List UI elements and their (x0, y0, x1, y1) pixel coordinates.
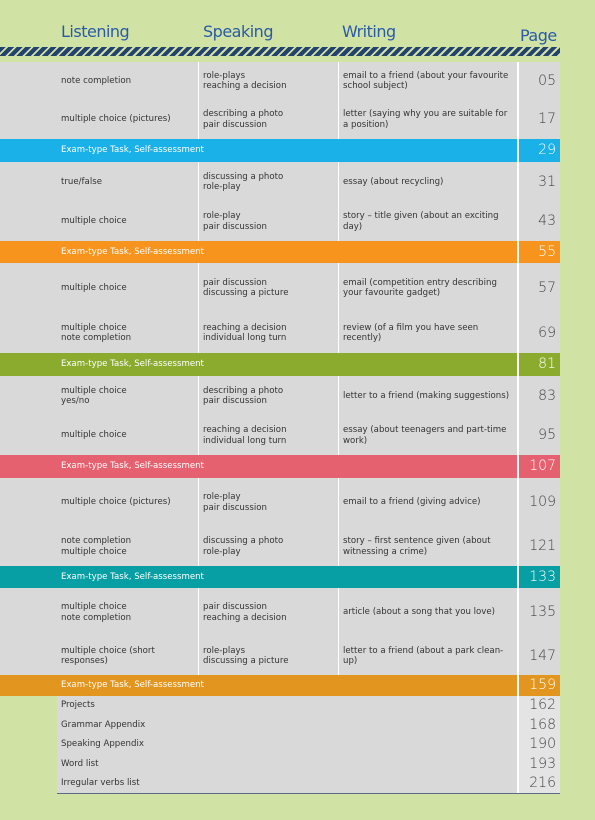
listening-cell: multiple choice (61, 282, 127, 293)
page-number: 168 (517, 715, 560, 735)
exam-label: Exam-type Task, Self-assessment (61, 680, 204, 691)
page-number: 121 (517, 527, 560, 566)
speaking-cell: describing a photo pair discussion (198, 100, 338, 139)
exam-row: Exam-type Task, Self-assessment 107 (0, 455, 560, 478)
column-header: Writing (342, 22, 396, 41)
unit-row: multiple choice note completion pair disc… (0, 588, 560, 638)
appendix-label: Grammar Appendix (61, 719, 146, 730)
exam-label: Exam-type Task, Self-assessment (61, 571, 204, 582)
page-number: 31 (517, 162, 560, 202)
page-number: 135 (517, 588, 560, 637)
exam-label: Exam-type Task, Self-assessment (61, 359, 204, 370)
listening-cell: true/false (61, 176, 102, 187)
unit-row: multiple choice yes/no describing a photo… (0, 376, 560, 417)
appendix-row: Speaking Appendix 190 (57, 734, 560, 756)
column-header: Speaking (203, 22, 273, 41)
writing-cell: email (competition entry describing your… (338, 263, 517, 313)
page-number: 133 (517, 566, 560, 588)
listening-cell: multiple choice (short responses) (61, 645, 155, 667)
exam-label: Exam-type Task, Self-assessment (61, 145, 204, 156)
listening-cell: multiple choice (61, 430, 127, 441)
appendix-label: Speaking Appendix (61, 739, 144, 750)
speaking-cell: discussing a photo role-play (198, 527, 338, 566)
column-header: Listening (61, 22, 130, 41)
listening-cell: multiple choice note completion (61, 322, 132, 344)
listening-cell: multiple choice (61, 216, 127, 227)
unit-row: multiple choice note completion reaching … (0, 313, 560, 354)
page-number: 193 (517, 754, 560, 774)
writing-cell: essay (about teenagers and part-time wor… (338, 416, 517, 455)
unit-row: multiple choice (pictures) role-play pair… (0, 478, 560, 528)
page-number: 29 (517, 139, 560, 162)
exam-row: Exam-type Task, Self-assessment 81 (0, 353, 560, 376)
page-number: 107 (517, 455, 560, 478)
page-number: 159 (517, 675, 560, 696)
page-number: 216 (517, 773, 560, 793)
writing-cell: email to a friend (giving advice) (338, 478, 517, 527)
listening-cell: multiple choice (pictures) (61, 114, 171, 125)
unit-row: note completion role-plays reaching a dec… (0, 62, 560, 101)
appendix-row: Irregular verbs list 216 (57, 773, 560, 794)
writing-cell: article (about a song that you love) (338, 588, 517, 637)
appendix-label: Word list (61, 758, 99, 769)
unit-row: multiple choice pair discussion discussin… (0, 263, 560, 314)
exam-label: Exam-type Task, Self-assessment (61, 461, 204, 472)
speaking-cell: pair discussion discussing a picture (198, 263, 338, 313)
speaking-cell: describing a photo pair discussion (198, 376, 338, 416)
writing-cell: letter (saying why you are suitable for … (338, 100, 517, 139)
exam-label: Exam-type Task, Self-assessment (61, 246, 204, 257)
writing-cell: letter to a friend (making suggestions) (338, 376, 517, 416)
appendix-label: Projects (61, 700, 95, 711)
unit-row: multiple choice role-play pair discussion… (0, 202, 560, 242)
unit-row: multiple choice (pictures) describing a p… (0, 100, 560, 140)
exam-row: Exam-type Task, Self-assessment 159 (0, 675, 560, 696)
page-number: 57 (517, 263, 560, 313)
page-number: 55 (517, 241, 560, 263)
appendix-row: Word list 193 (57, 754, 560, 775)
unit-row: note completion multiple choice discussin… (0, 527, 560, 567)
page-number: 83 (517, 376, 560, 416)
listening-cell: note completion multiple choice (61, 536, 132, 557)
column-header: Page (520, 26, 557, 45)
speaking-cell: role-play pair discussion (198, 202, 338, 241)
speaking-cell: reaching a decision individual long turn (198, 416, 338, 455)
writing-cell: story – first sentence given (about witn… (338, 527, 517, 566)
page-number: 162 (517, 696, 560, 716)
page-number: 43 (517, 202, 560, 241)
writing-cell: review (of a film you have seen recently… (338, 313, 517, 353)
page-number: 190 (517, 734, 560, 755)
listening-cell: multiple choice yes/no (61, 385, 127, 407)
speaking-cell: role-plays discussing a picture (198, 637, 338, 675)
writing-cell: essay (about recycling) (338, 162, 517, 202)
page-number: 69 (517, 313, 560, 353)
writing-cell: story – title given (about an exciting d… (338, 202, 517, 241)
page-number: 05 (517, 62, 560, 100)
unit-row: true/false discussing a photo role-play es… (0, 162, 560, 203)
header-stripe (0, 47, 560, 56)
listening-cell: multiple choice (pictures) (61, 497, 171, 508)
appendix-row: Grammar Appendix 168 (57, 715, 560, 736)
speaking-cell: discussing a photo role-play (198, 162, 338, 202)
page-number: 81 (517, 353, 560, 376)
writing-cell: email to a friend (about your favourite … (338, 62, 517, 100)
page-number: 109 (517, 478, 560, 527)
listening-cell: multiple choice note completion (61, 602, 132, 623)
listening-cell: note completion (61, 75, 132, 86)
exam-row: Exam-type Task, Self-assessment 29 (0, 139, 560, 162)
speaking-cell: role-play pair discussion (198, 478, 338, 527)
page-number: 147 (517, 637, 560, 675)
exam-row: Exam-type Task, Self-assessment 55 (0, 241, 560, 263)
page-number: 17 (517, 100, 560, 139)
exam-row: Exam-type Task, Self-assessment 133 (0, 566, 560, 588)
appendix-row: Projects 162 (57, 696, 560, 717)
page-number: 95 (517, 416, 560, 455)
speaking-cell: role-plays reaching a decision (198, 62, 338, 100)
unit-row: multiple choice reaching a decision indiv… (0, 416, 560, 456)
speaking-cell: pair discussion reaching a decision (198, 588, 338, 637)
unit-row: multiple choice (short responses) role-pl… (0, 637, 560, 676)
writing-cell: letter to a friend (about a park clean-u… (338, 637, 517, 675)
appendix-label: Irregular verbs list (61, 778, 140, 789)
speaking-cell: reaching a decision individual long turn (198, 313, 338, 353)
